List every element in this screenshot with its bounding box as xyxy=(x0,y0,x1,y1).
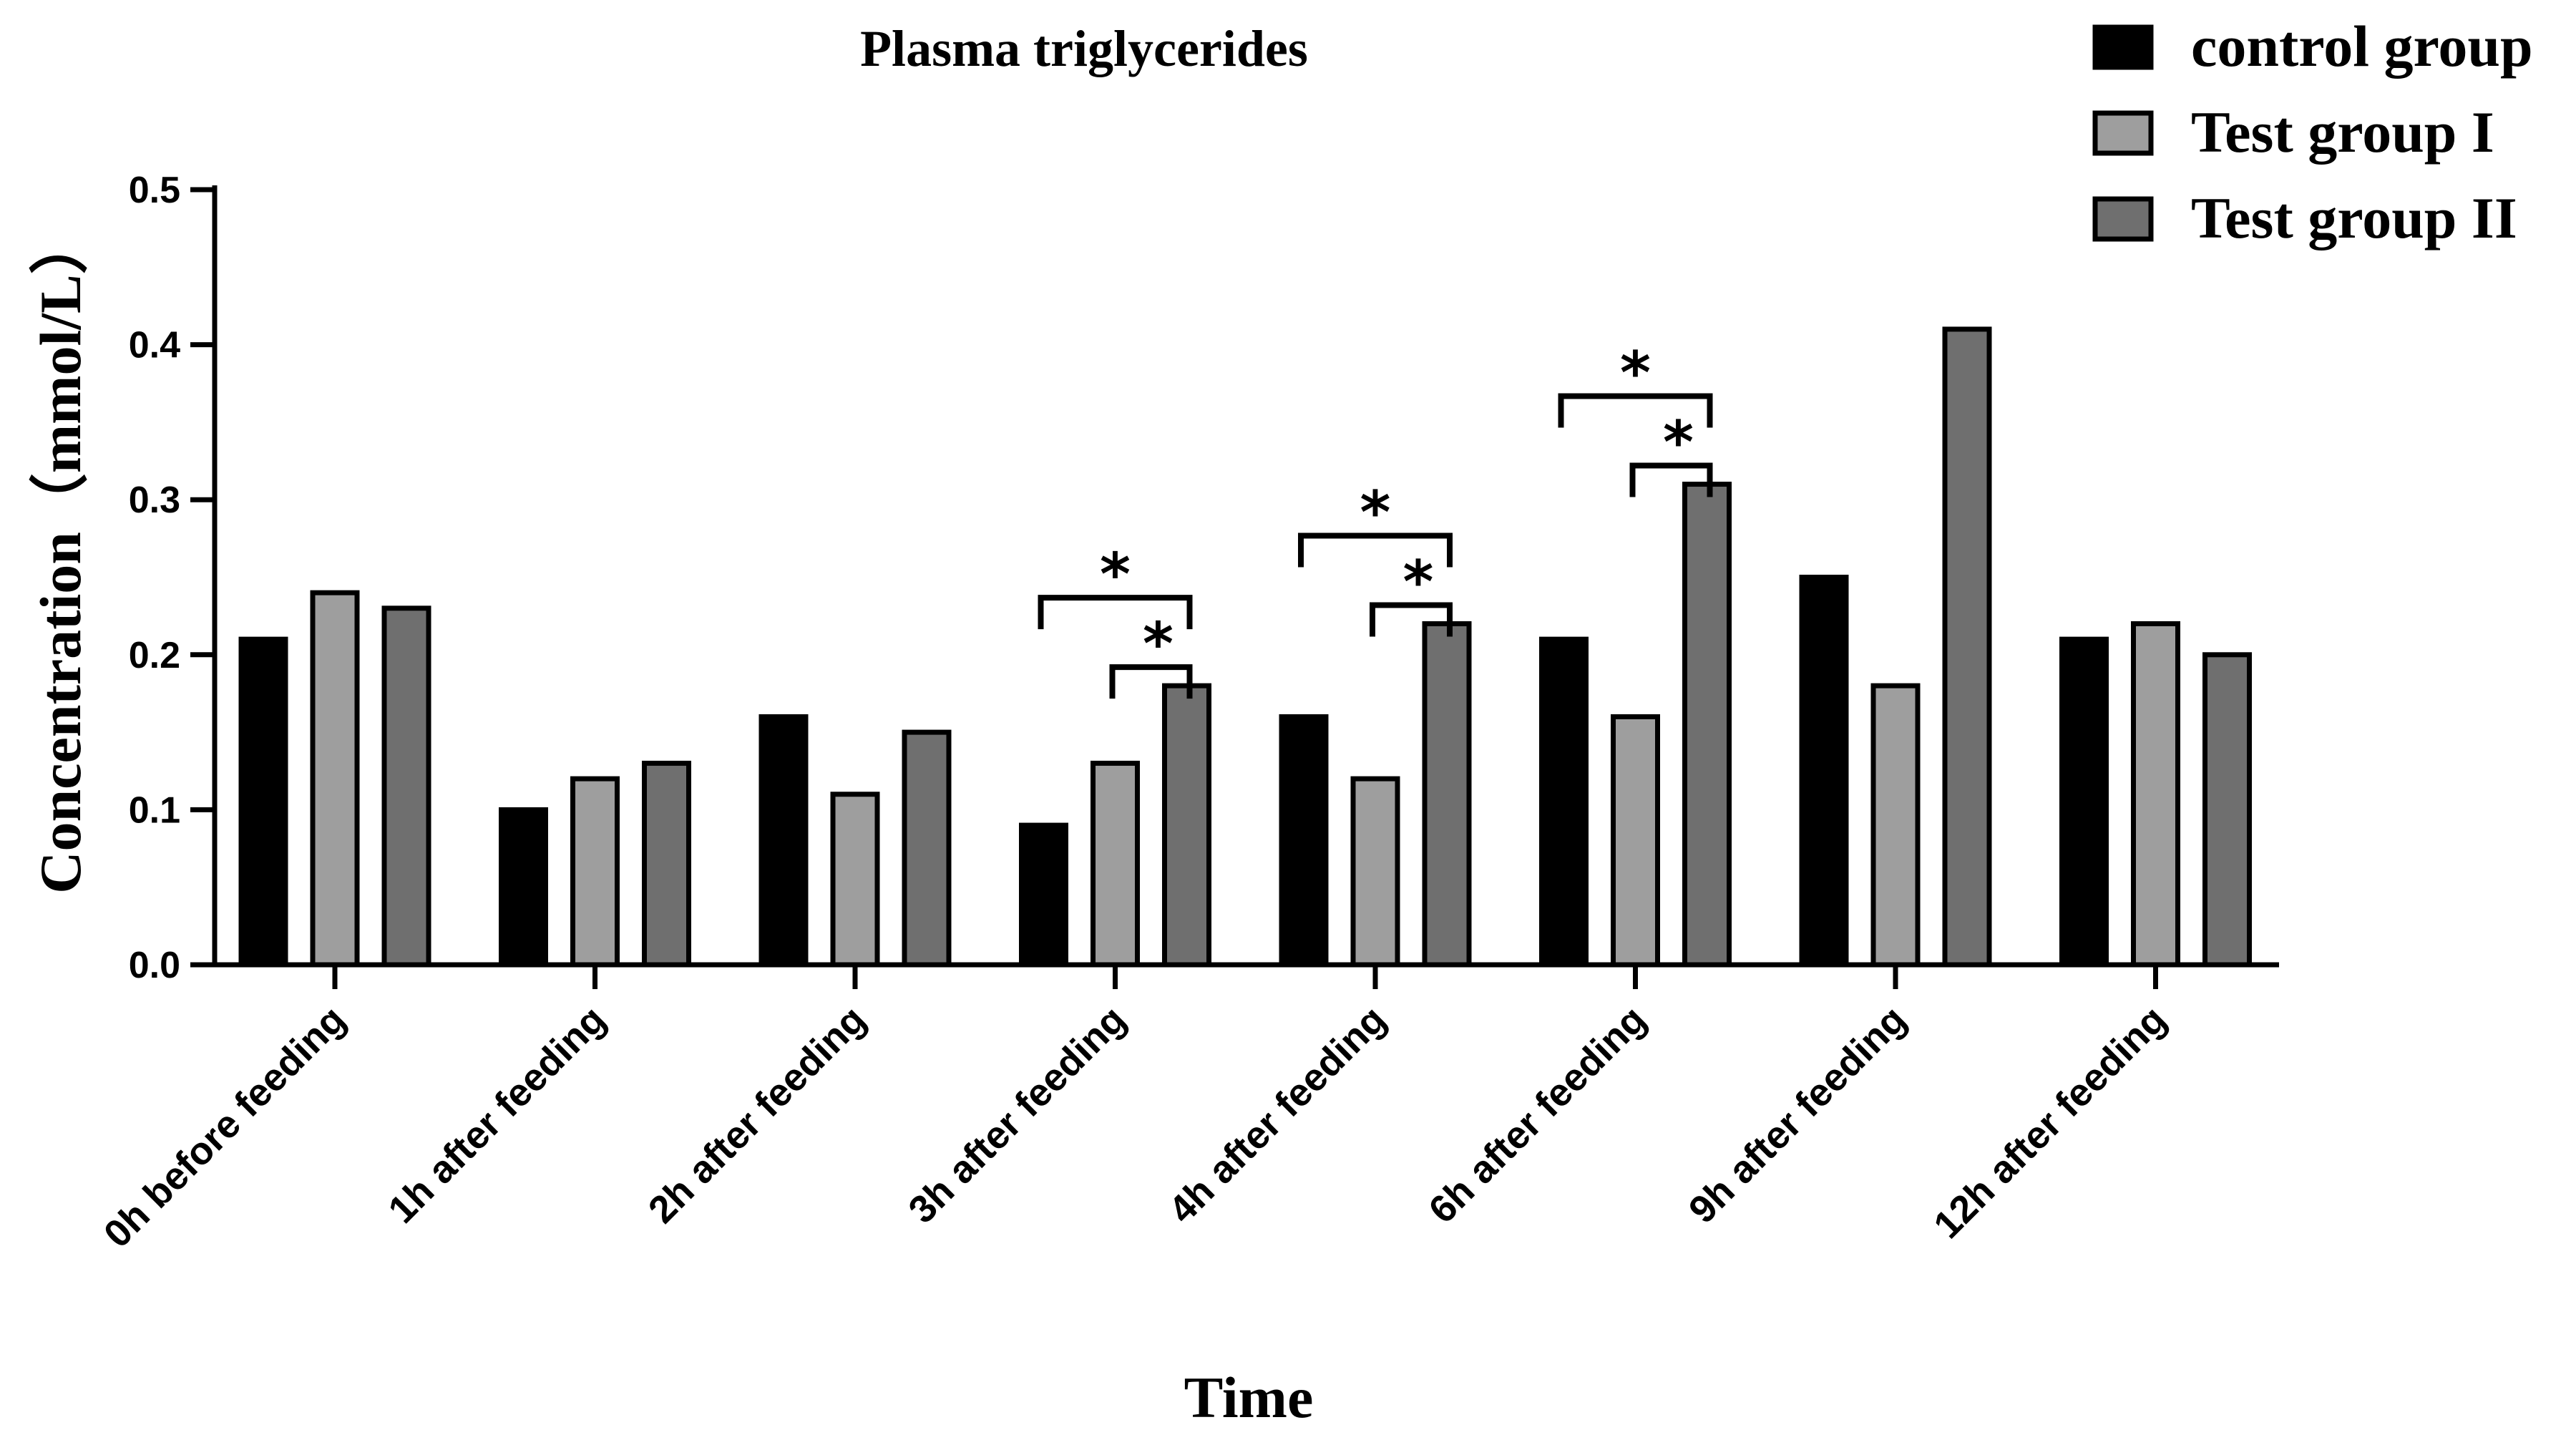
significance-bracket xyxy=(1629,462,1713,497)
bar xyxy=(1350,776,1400,968)
significance-bracket xyxy=(1370,602,1453,637)
bar xyxy=(1870,683,1921,968)
significance-star: * xyxy=(1360,479,1391,547)
y-tick-label: 0.2 xyxy=(129,635,180,676)
legend-label: Test group I xyxy=(2191,99,2494,165)
bar xyxy=(1091,760,1140,968)
bar xyxy=(1942,326,1992,968)
x-tick-label: 3h after feeding xyxy=(900,998,1134,1232)
y-tick-label: 0.1 xyxy=(129,789,180,831)
bar xyxy=(1682,482,1732,968)
bar xyxy=(2131,621,2180,968)
x-tick-label: 2h after feeding xyxy=(640,998,874,1232)
legend-swatch xyxy=(2092,110,2154,156)
bar xyxy=(238,636,288,968)
x-tick-label: 0h before feeding xyxy=(96,998,354,1256)
y-tick-label: 0.3 xyxy=(129,480,180,521)
x-tick-label: 6h after feeding xyxy=(1420,998,1654,1232)
y-tick-label: 0.5 xyxy=(129,170,180,211)
significance-star: * xyxy=(1663,409,1694,477)
bar xyxy=(1611,714,1660,968)
bar xyxy=(758,714,809,968)
significance-star: * xyxy=(1620,340,1651,408)
significance-bracket xyxy=(1038,595,1193,630)
legend: control group Test group I Test group II xyxy=(2092,14,2533,250)
bar xyxy=(1019,822,1068,968)
significance-bracket xyxy=(1298,532,1453,568)
significance-star: * xyxy=(1403,548,1434,616)
bar xyxy=(830,792,880,968)
y-axis-label: Concentration（mmol/L） xyxy=(28,215,93,893)
y-tick-label: 0.4 xyxy=(129,325,180,366)
x-tick-label: 1h after feeding xyxy=(380,998,614,1232)
y-tick-label: 0.0 xyxy=(129,945,180,986)
bar xyxy=(381,605,431,968)
bar xyxy=(902,729,952,968)
chart-title: Plasma triglycerides xyxy=(860,20,1308,77)
axes: 0.0 0.1 0.2 0.3 0.4 0.5 xyxy=(129,170,2279,986)
significance-bracket xyxy=(1558,393,1713,428)
significance-annotations: ** **** xyxy=(1038,340,1713,699)
significance-bracket xyxy=(1109,664,1193,699)
bar xyxy=(570,776,620,968)
legend-label: control group xyxy=(2191,14,2533,79)
legend-swatch xyxy=(2092,24,2154,70)
x-tick-label: 12h after feeding xyxy=(1926,998,2175,1247)
x-axis-label: Time xyxy=(1184,1365,1314,1430)
bar xyxy=(499,807,548,968)
significance-star: * xyxy=(1143,610,1174,678)
bar xyxy=(1422,621,1472,968)
x-tick-label: 9h after feeding xyxy=(1681,998,1915,1232)
significance-star: * xyxy=(1100,541,1131,609)
bars-group xyxy=(238,326,2252,989)
bar xyxy=(642,760,691,968)
legend-swatch xyxy=(2092,196,2154,242)
bar xyxy=(1162,683,1211,968)
bar xyxy=(2202,652,2252,968)
bar xyxy=(1279,714,1329,968)
x-tick-label: 4h after feeding xyxy=(1161,998,1395,1232)
bar xyxy=(2059,636,2109,968)
bar xyxy=(1799,575,1849,968)
legend-label: Test group II xyxy=(2191,185,2517,250)
bar xyxy=(1539,636,1589,968)
category-labels: 0h before feeding 1h after feeding 2h afte… xyxy=(96,998,2175,1256)
bar xyxy=(310,590,360,968)
